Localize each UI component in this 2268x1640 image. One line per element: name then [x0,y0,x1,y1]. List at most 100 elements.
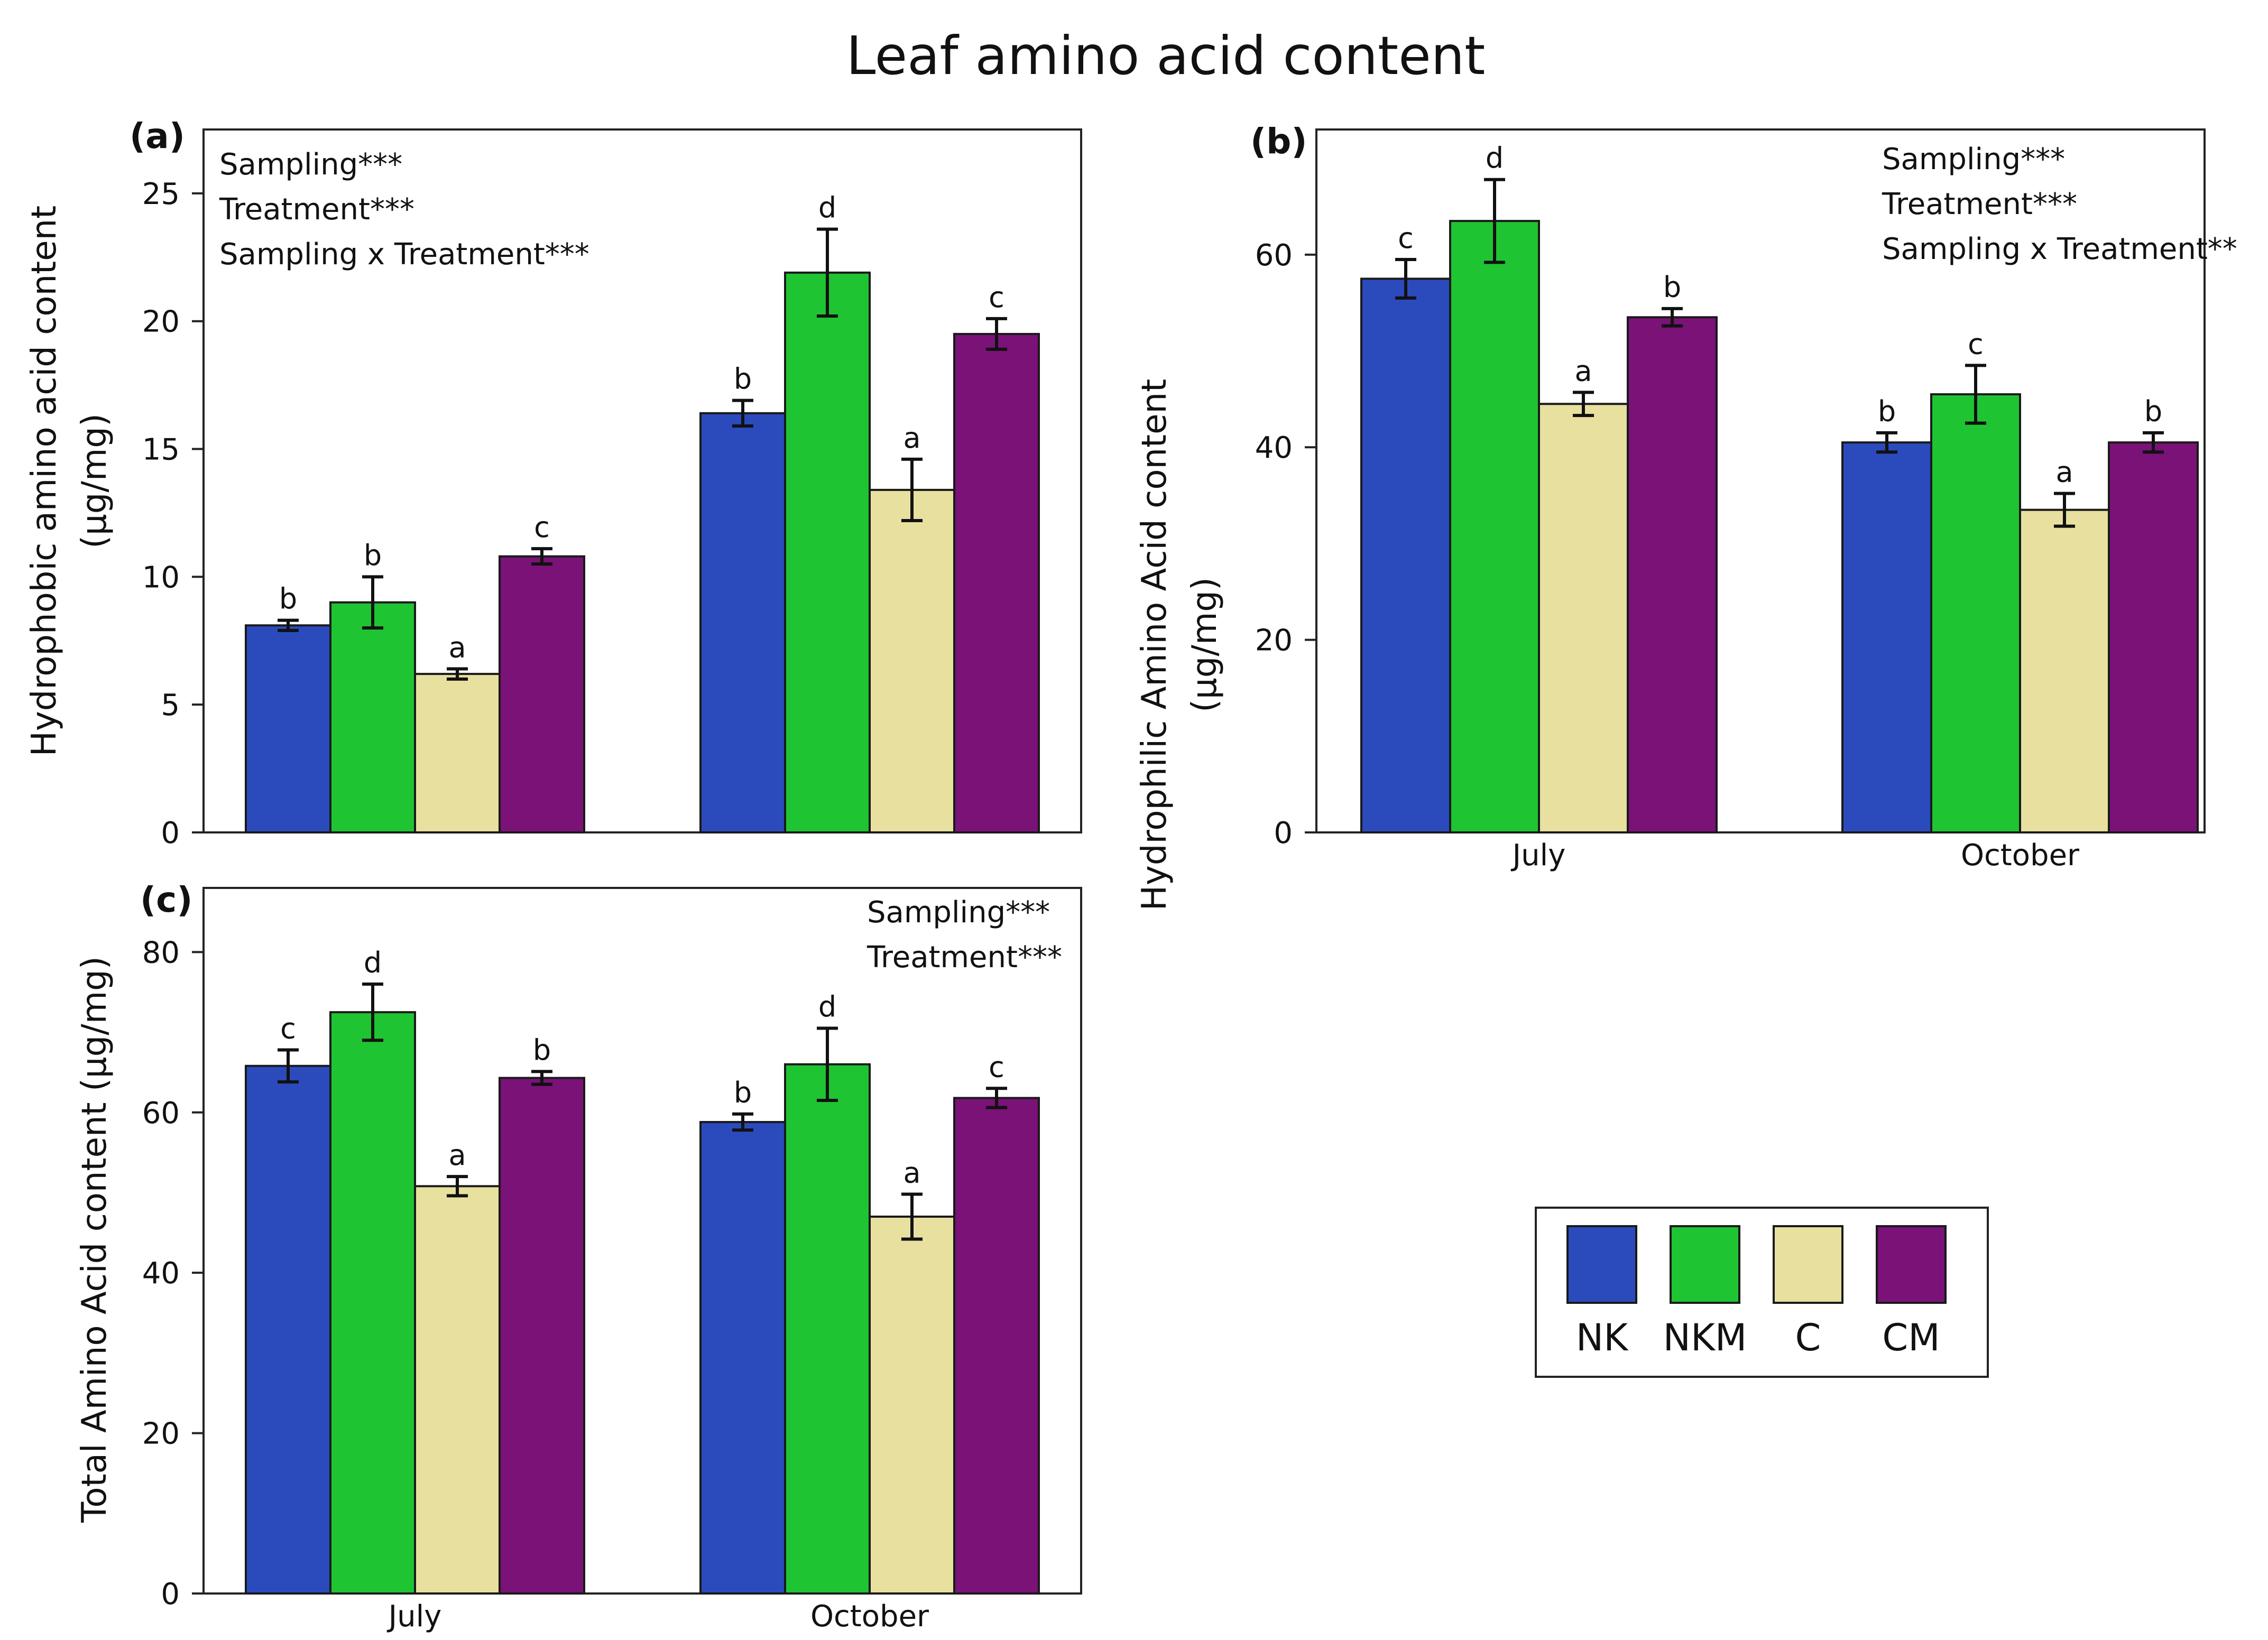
legend-label-nkm: NKM [1663,1316,1747,1359]
significance-annotation: Treatment*** [866,940,1062,975]
y-tick-label: 25 [142,177,180,211]
bar-nkm-october [784,271,871,834]
significance-annotation: Sampling*** [1882,142,2065,177]
figure-title: Leaf amino acid content [846,25,1486,87]
bar-nk-october [1841,441,1932,833]
significance-letter: b [1663,271,1681,304]
significance-annotation: Sampling*** [219,147,402,182]
significance-letter: b [364,539,382,572]
legend: NK NKM C CM [1535,1207,1989,1378]
bar-nkm-july [329,601,416,834]
significance-letter: d [818,990,836,1023]
x-category-label: July [1511,838,1566,873]
bar-nk-october [699,1120,786,1595]
panel-label: (c) [140,879,192,920]
bar-nk-october [699,412,786,833]
bar-nkm-july [329,1011,416,1595]
legend-label-nk: NK [1576,1316,1629,1359]
bar-cm-july [499,555,585,833]
significance-letter: b [1878,395,1896,428]
significance-letter: d [1486,142,1504,175]
plot-frame [202,128,1082,833]
x-category-label: October [1961,838,2080,873]
y-tick-label: 60 [1255,238,1293,273]
significance-letter: c [534,511,550,544]
y-tick-label: 40 [142,1256,180,1291]
y-tick-label: 60 [142,1096,180,1131]
y-axis-units: (µg/mg) [75,413,114,549]
y-tick-label: 0 [161,1577,180,1611]
significance-letter: c [989,1050,1004,1083]
bar-c-july [414,1185,501,1595]
panel-label: (a) [130,116,185,156]
bar-nk-july [1360,277,1451,834]
bar-nkm-october [784,1063,871,1595]
legend-label-c: C [1795,1316,1821,1359]
panel-a: (a) 0 5 10 15 20 25 Hydrophobic amino acid cont… [25,116,1082,850]
significance-annotation: Treatment*** [1882,187,2077,221]
significance-letter: b [533,1033,551,1067]
significance-letter: b [734,1076,752,1109]
significance-letter: c [1398,221,1414,255]
significance-annotation: Sampling*** [867,895,1050,930]
bar-c-october [869,1215,955,1595]
y-tick-label: 80 [142,935,180,970]
significance-letter: b [2144,395,2162,428]
bar-cm-july [499,1077,585,1595]
significance-letter: a [448,631,466,664]
x-category-label: July [387,1599,442,1634]
y-axis-label: Hydrophilic Amino Acid content [1135,379,1174,911]
bar-cm-october [953,332,1040,833]
y-tick-label: 20 [142,1417,180,1451]
panel-label: (b) [1250,121,1307,162]
significance-letter: d [364,946,382,979]
y-axis-label: Total Amino Acid content (µg/mg) [75,956,114,1523]
y-tick-label: 10 [142,560,180,595]
plot-frame [1315,128,2206,833]
panel-c: (c) 0 20 40 60 80 Total Amino Acid content (µg… [75,879,1082,1634]
legend-swatch-nkm [1670,1225,1740,1304]
y-tick-label: 40 [1255,431,1293,465]
legend-swatch-cm [1876,1225,1947,1304]
y-tick-label: 20 [1255,624,1293,658]
bar-cm-july [1627,316,1718,833]
y-axis-units: (µg/mg) [1185,577,1224,712]
significance-letter: a [448,1138,466,1172]
significance-letter: c [280,1012,296,1045]
bar-nkm-october [1930,393,2021,833]
bar-cm-october [2108,441,2199,833]
bar-nk-july [245,624,331,833]
bar-c-july [414,673,501,834]
significance-letter: a [1574,354,1592,387]
panels: (a) 0 5 10 15 20 25 Hydrophobic amino acid cont… [25,116,2237,1634]
significance-annotation: Treatment*** [219,192,414,227]
y-axis-label: Hydrophobic amino acid content [25,206,64,757]
significance-letter: b [734,363,752,396]
significance-letter: a [903,421,920,455]
legend-swatch-c [1773,1225,1843,1304]
significance-letter: c [989,281,1004,314]
significance-letter: a [2055,456,2073,489]
legend-label-cm: CM [1882,1316,1940,1359]
significance-letter: a [903,1156,920,1190]
significance-annotation: Sampling x Treatment*** [219,237,589,272]
significance-letter: b [279,582,297,616]
bar-cm-october [953,1097,1040,1595]
legend-swatch-nk [1566,1225,1637,1304]
plot-frame [202,887,1082,1595]
y-tick-label: 0 [1274,816,1293,850]
bar-c-october [2019,508,2110,833]
panel-b: (b) 0 20 40 60 Hydrophilic Amino Acid content… [1135,121,2237,911]
y-tick-label: 20 [142,305,180,339]
y-tick-label: 0 [161,816,180,850]
significance-letter: d [818,191,836,225]
y-tick-label: 15 [142,433,180,467]
bar-nk-july [245,1064,331,1595]
bar-c-july [1538,403,1629,833]
bar-c-october [869,488,955,833]
x-category-label: October [810,1599,929,1634]
significance-annotation: Sampling x Treatment** [1882,232,2237,266]
significance-letter: c [1968,327,1984,360]
bar-nkm-july [1449,220,1540,834]
y-tick-label: 5 [161,688,180,722]
